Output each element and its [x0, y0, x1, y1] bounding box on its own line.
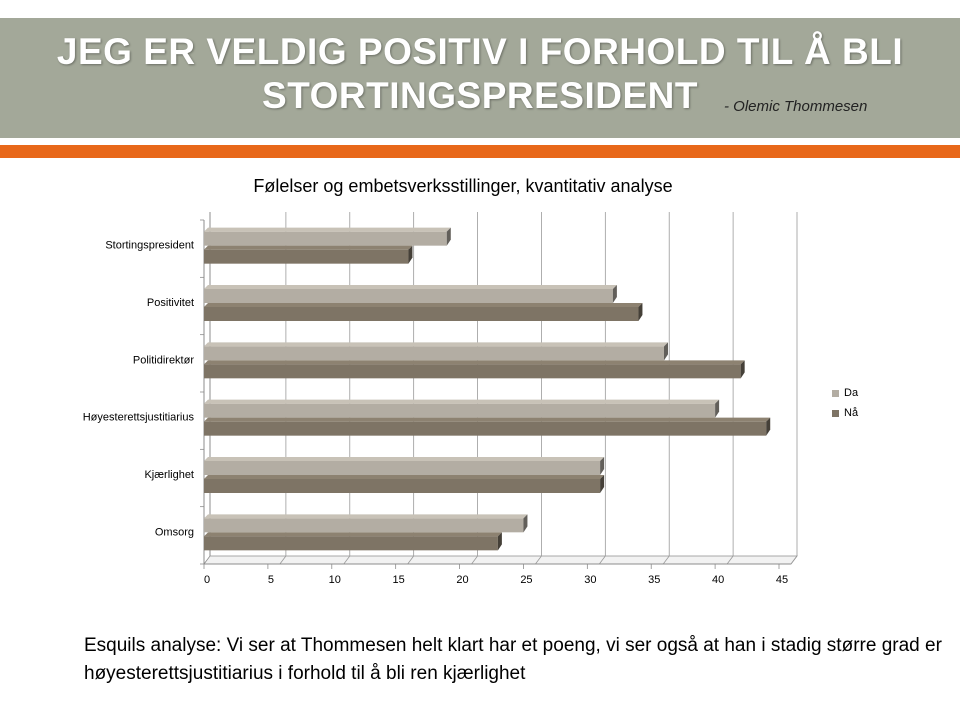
bar-da-top: [204, 342, 668, 347]
gridline-floor: [726, 555, 734, 565]
bar-da-side: [715, 399, 720, 418]
bar-na: [204, 479, 601, 493]
bar-na-side: [766, 417, 771, 436]
bar-da: [204, 403, 716, 418]
bar-na: [204, 421, 767, 436]
legend-label-na: Nå: [844, 407, 859, 419]
category-label: Kjærlighet: [144, 469, 194, 481]
bar-da-top: [204, 514, 528, 519]
bar-da-side: [523, 514, 528, 533]
accent-divider: [0, 138, 960, 144]
bar-na-top: [204, 417, 771, 422]
bar-da: [204, 518, 524, 533]
x-tick-label: 0: [204, 574, 210, 586]
gridline-floor: [279, 555, 287, 565]
bar-da: [204, 461, 601, 475]
category-label: Positivitet: [147, 297, 194, 309]
analysis-caption: Esquils analyse: Vi ser at Thommesen hel…: [84, 635, 942, 684]
bar-na-top: [204, 475, 605, 479]
gridline-floor: [343, 555, 351, 565]
bar-da: [204, 346, 664, 361]
top-strip: [0, 0, 960, 18]
bar-na: [204, 536, 498, 551]
gridline-floor: [535, 555, 542, 565]
bar-da-top: [204, 227, 451, 232]
bar-na-top: [204, 532, 502, 537]
bar-na-side: [638, 303, 643, 321]
bar-na: [204, 307, 639, 321]
bar-na: [204, 249, 409, 264]
accent-bar: [0, 145, 960, 158]
x-tick-label: 25: [520, 574, 532, 586]
bar-da-side: [600, 457, 605, 475]
slide-author: - Olemic Thommesen: [724, 98, 868, 115]
x-tick-label: 40: [712, 574, 724, 586]
category-label: Omsorg: [155, 526, 194, 538]
title-band: JEG ER VELDIG POSITIV I FORHOLD TIL Å BL…: [0, 18, 960, 138]
chart-floor: [203, 555, 798, 565]
bar-chart: 0 5 10 15 20 25 30 35 40 45 Stortingspresident Posi…: [83, 212, 798, 586]
gridline-floor: [599, 555, 606, 565]
x-tick-label: 5: [268, 574, 274, 586]
category-label: Stortingspresident: [105, 240, 194, 252]
bar-da-side: [612, 285, 617, 303]
gridline-floor: [790, 555, 798, 565]
category-label: Høyesterettsjustitiarius: [83, 412, 195, 424]
chart-legend: Da Nå: [832, 383, 858, 423]
bar-na-side: [408, 245, 413, 264]
bar-na-side: [600, 475, 605, 493]
slide-title: JEG ER VELDIG POSITIV I FORHOLD TIL Å BL…: [56, 31, 904, 116]
bar-na-side: [740, 360, 745, 379]
bar-da: [204, 289, 613, 303]
bar-da-top: [204, 399, 720, 404]
chart-title: Følelser og embetsverksstillinger, kvant…: [253, 176, 673, 196]
legend-item-na: Nå: [832, 403, 858, 423]
legend-swatch-na: [832, 409, 839, 417]
x-tick-label: 45: [776, 574, 788, 586]
bar-da-top: [204, 285, 617, 289]
x-tick-label: 35: [648, 574, 660, 586]
bar-na-side: [497, 532, 502, 551]
bar-da-top: [204, 457, 605, 461]
gridline-floor: [407, 555, 414, 565]
category-label: Politidirektør: [133, 354, 194, 366]
bar-da-side: [446, 227, 451, 246]
bar-da: [204, 231, 447, 246]
legend-swatch-da: [832, 389, 839, 397]
bar-na-top: [204, 245, 413, 250]
bar-na-top: [204, 303, 643, 307]
gridline-floor: [471, 555, 478, 565]
legend-label-da: Da: [844, 387, 859, 399]
bar-na: [204, 364, 741, 379]
x-tick-label: 10: [329, 574, 341, 586]
x-tick-label: 30: [584, 574, 596, 586]
bar-da-side: [664, 342, 668, 361]
gridline-floor: [662, 555, 670, 565]
x-tick-label: 20: [456, 574, 468, 586]
x-tick-label: 15: [393, 574, 405, 586]
legend-item-da: Da: [832, 383, 858, 403]
bar-na-top: [204, 360, 745, 365]
